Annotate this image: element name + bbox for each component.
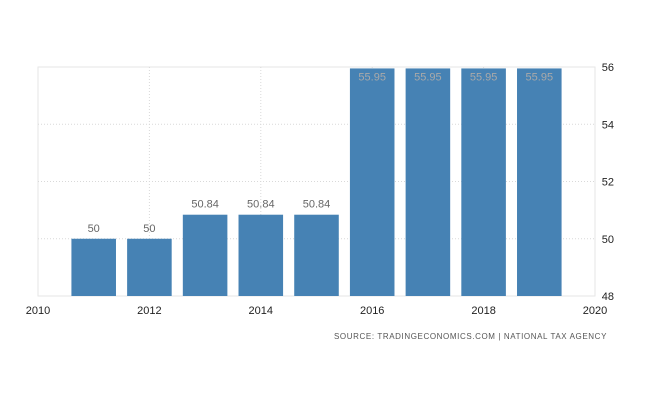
bar xyxy=(349,68,395,297)
bar-value-label: 50 xyxy=(143,223,155,235)
bar-value-label: 55.95 xyxy=(414,71,442,83)
bar-value-label: 50 xyxy=(88,223,100,235)
bar xyxy=(71,238,116,296)
y-tick-label: 50 xyxy=(602,234,614,246)
data-labels: 50 50 50.84 50.84 50.84 55.95 55.95 55.95 55.95 xyxy=(88,71,553,234)
bar xyxy=(238,214,284,296)
y-axis-ticks: 48 50 52 54 56 xyxy=(602,62,614,303)
y-tick-label: 48 xyxy=(602,291,614,303)
bar-value-label: 50.84 xyxy=(303,199,331,211)
x-tick-label: 2012 xyxy=(137,305,161,317)
bar xyxy=(294,214,339,296)
bar-value-label: 50.84 xyxy=(247,199,275,211)
bar xyxy=(127,238,172,296)
y-tick-label: 52 xyxy=(602,177,614,189)
y-tick-label: 54 xyxy=(602,119,614,131)
bar xyxy=(461,68,506,297)
bar-value-label: 55.95 xyxy=(358,71,386,83)
bar xyxy=(517,68,562,297)
bar xyxy=(182,214,228,296)
y-tick-label: 56 xyxy=(602,62,614,74)
x-axis-ticks: 2010 2012 2014 2016 2018 2020 xyxy=(26,305,607,317)
bar-value-label: 50.84 xyxy=(191,199,219,211)
bar xyxy=(405,68,451,297)
bars xyxy=(71,68,562,297)
x-tick-label: 2016 xyxy=(360,305,384,317)
x-tick-label: 2014 xyxy=(249,305,273,317)
source-note: SOURCE: TRADINGECONOMICS.COM | NATIONAL … xyxy=(334,332,607,341)
bar-value-label: 55.95 xyxy=(470,71,498,83)
x-tick-label: 2018 xyxy=(471,305,495,317)
x-tick-label: 2010 xyxy=(26,305,50,317)
bar-value-label: 55.95 xyxy=(526,71,554,83)
x-tick-label: 2020 xyxy=(583,305,607,317)
